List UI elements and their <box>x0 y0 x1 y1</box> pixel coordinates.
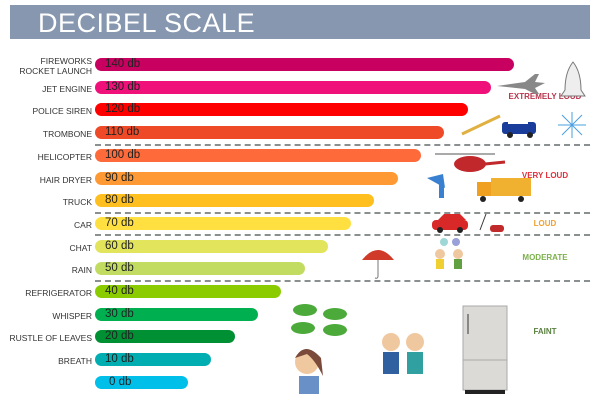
category-label: RUSTLE OF LEAVES <box>9 333 92 344</box>
bar-value-label: 110 db <box>105 126 140 139</box>
bar-value-label: 140 db <box>105 58 141 70</box>
bar-value-label: 0 db <box>109 375 132 388</box>
bar: 140 db <box>95 58 515 71</box>
bar: 60 db <box>95 239 328 253</box>
trombone-police-fireworks-icon <box>461 112 586 138</box>
bar: 10 db <box>95 353 212 367</box>
bar-value-label: 90 db <box>105 171 134 184</box>
bar-value-label: 120 db <box>105 103 141 116</box>
loudness-group-label: LOUD <box>533 218 557 228</box>
category-label: CAR <box>74 219 92 230</box>
group-divider <box>95 143 590 146</box>
category-label: FIREWORKS ROCKET LAUNCH <box>19 56 92 76</box>
loudness-group-label: EXTREMELY LOUD <box>508 92 582 102</box>
bar: 120 db <box>95 103 468 117</box>
title-banner: DECIBEL SCALE <box>10 5 590 39</box>
loudness-group-label: VERY LOUD <box>521 170 569 180</box>
helicopter-hairdryer-truck-icon <box>427 153 531 202</box>
category-label: WHISPER <box>52 310 92 321</box>
group-divider <box>95 234 590 237</box>
bar-value-label: 10 db <box>105 353 134 366</box>
bar: 40 db <box>95 285 282 298</box>
category-label: TRUCK <box>62 197 92 208</box>
bar: 30 db <box>95 307 258 321</box>
bar: 0 db <box>95 375 188 389</box>
bar-value-label: 80 db <box>105 194 134 207</box>
bar: 80 db <box>95 194 375 208</box>
category-label: HELICOPTER <box>37 151 92 162</box>
category-label: HAIR DRYER <box>39 174 92 185</box>
umbrella-kids-chat-icon <box>362 238 463 279</box>
bar: 90 db <box>95 171 398 185</box>
category-label: POLICE SIREN <box>32 106 92 117</box>
category-label: BREATH <box>58 356 92 367</box>
jet-and-rocket-icon <box>497 61 586 97</box>
category-label: CHAT <box>69 242 92 253</box>
bar-value-label: 40 db <box>105 285 134 297</box>
group-divider <box>95 279 590 282</box>
bar: 20 db <box>95 330 235 344</box>
category-label: TROMBONE <box>42 129 92 140</box>
category-label: RAIN <box>71 265 92 276</box>
bar-value-label: 130 db <box>105 80 141 93</box>
category-label: REFRIGERATOR <box>25 288 92 298</box>
car-vacuum-icon <box>432 213 504 233</box>
bar-value-label: 70 db <box>105 216 134 229</box>
loudness-group-label: FAINT <box>533 327 557 337</box>
bar: 100 db <box>95 148 421 162</box>
leaves-breath-whisper-refrigerator-icon <box>291 304 508 394</box>
loudness-group-label: MODERATE <box>522 252 568 262</box>
bar: 110 db <box>95 126 445 140</box>
category-label: JET ENGINE <box>42 83 92 94</box>
bar: 70 db <box>95 216 352 230</box>
bar-value-label: 30 db <box>105 307 134 320</box>
bar-value-label: 20 db <box>105 330 134 343</box>
bar-value-label: 50 db <box>105 262 134 275</box>
bar-value-label: 100 db <box>105 148 141 161</box>
group-divider <box>95 211 590 214</box>
bar-value-label: 60 db <box>105 239 134 252</box>
bar: 50 db <box>95 262 305 276</box>
bar: 130 db <box>95 80 491 94</box>
chart-title: DECIBEL SCALE <box>38 8 256 38</box>
